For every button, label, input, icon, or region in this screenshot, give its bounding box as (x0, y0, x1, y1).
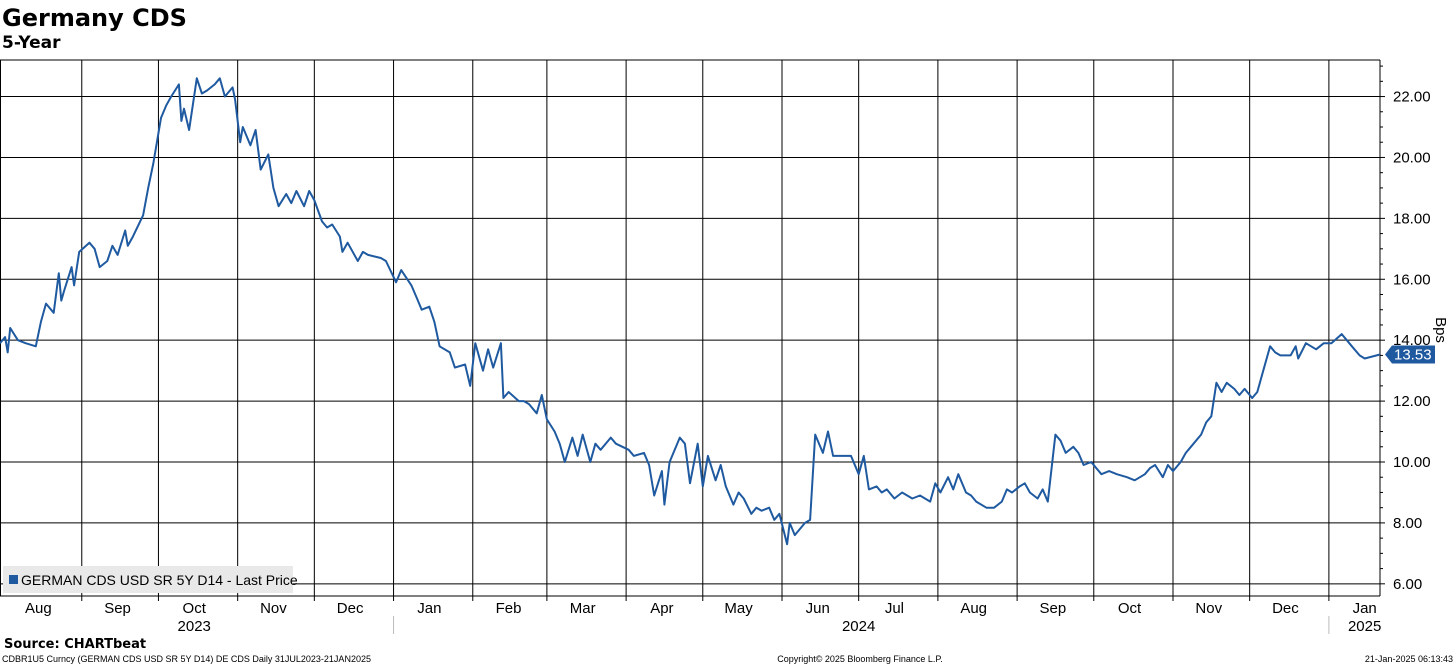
source-note: Source: CHARTbeat (4, 637, 146, 652)
y-tick-label: 16.00 (1393, 271, 1431, 288)
y-tick-label: 14.00 (1393, 332, 1431, 349)
series-layer (0, 77, 1381, 546)
last-value-label: 13.53 (1394, 346, 1432, 363)
x-tick-label: Oct (1118, 600, 1142, 617)
x-tick-label: Jan (417, 600, 441, 617)
footer-copyright: Copyright© 2025 Bloomberg Finance L.P. (777, 654, 943, 664)
x-tick-label: Nov (1195, 600, 1222, 617)
y-tick-label: 20.00 (1393, 149, 1431, 166)
chart-title: Germany CDS (2, 4, 187, 32)
y-tick-label: 10.00 (1393, 454, 1431, 471)
x-tick-label: Mar (570, 600, 596, 617)
x-tick-label: Aug (960, 600, 987, 617)
x-tick-label: Nov (260, 600, 287, 617)
y-tick-label: 22.00 (1393, 89, 1431, 106)
y-tick-label: 8.00 (1393, 515, 1422, 532)
x-tick-label: Jul (885, 600, 904, 617)
x-axis: Aug Sep Oct Nov Dec Jan Feb Mar Apr May Jun Jul Aug S… (25, 596, 1381, 635)
series-line (0, 77, 1381, 546)
y-tick-label: 18.00 (1393, 210, 1431, 227)
grid-lines (0, 60, 1380, 596)
legend-label: GERMAN CDS USD SR 5Y D14 - Last Price (21, 572, 298, 588)
x-tick-label: Aug (25, 600, 52, 617)
x-tick-label: Jun (806, 600, 830, 617)
chart-subtitle: 5-Year (2, 33, 61, 53)
last-value-badge: 13.53 (1385, 345, 1435, 364)
x-tick-label: Feb (496, 600, 522, 617)
footer-ticker: CDBR1U5 Curncy (GERMAN CDS USD SR 5Y D14… (2, 654, 371, 664)
last-value-box (1385, 345, 1435, 364)
x-tick-label: May (724, 600, 753, 617)
x-tick-label: Jan (1353, 600, 1377, 617)
x-tick-label: Dec (1272, 600, 1299, 617)
legend-background (3, 566, 293, 593)
x-tick-label: Oct (183, 600, 207, 617)
year-label: 2025 (1348, 618, 1381, 635)
y-tick-label: 6.00 (1393, 576, 1422, 593)
year-label: 2023 (178, 618, 211, 635)
y-axis: 6.00 8.00 10.00 12.00 14.00 16.00 18.00 20.00 22… (1380, 65, 1431, 593)
legend: GERMAN CDS USD SR 5Y D14 - Last Price (3, 566, 298, 593)
x-tick-label: Sep (1040, 600, 1067, 617)
legend-swatch (9, 575, 18, 584)
year-label: 2024 (842, 618, 875, 635)
x-tick-label: Dec (337, 600, 364, 617)
plot-area (0, 59, 1381, 597)
x-tick-label: Apr (650, 600, 673, 617)
footer-timestamp: 21-Jan-2025 06:13:43 (1365, 654, 1453, 664)
x-tick-label: Sep (104, 600, 131, 617)
y-axis-label: Bps (1432, 317, 1449, 343)
y-tick-label: 12.00 (1393, 393, 1431, 410)
